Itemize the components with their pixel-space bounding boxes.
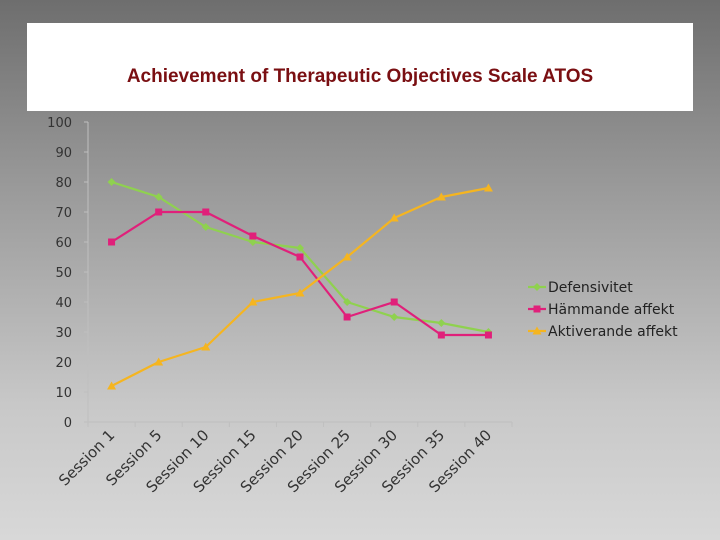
data-point [249, 232, 257, 240]
data-point [390, 298, 398, 306]
y-tick-label: 80 [55, 176, 72, 191]
data-point [343, 313, 351, 321]
data-point [154, 193, 163, 201]
y-tick-label: 0 [64, 416, 72, 431]
data-point [390, 313, 399, 321]
data-point [436, 192, 446, 201]
data-point [296, 253, 304, 261]
data-point [107, 381, 117, 390]
data-point [154, 357, 164, 366]
data-point [201, 223, 210, 231]
y-tick-label: 60 [55, 236, 72, 251]
y-tick-label: 20 [55, 356, 72, 371]
legend-label: Defensivitet [548, 280, 633, 296]
data-point [248, 238, 257, 246]
data-point [155, 208, 163, 216]
series-line [110, 210, 489, 337]
legend: Defensivitet Hämmande affekt Aktiverande a… [528, 280, 678, 340]
y-tick-label: 10 [55, 386, 72, 401]
data-point [108, 238, 116, 246]
data-point [389, 213, 399, 222]
data-point [437, 331, 445, 339]
data-point [295, 288, 305, 297]
legend-item: Aktiverande affekt [528, 324, 678, 340]
data-point [484, 331, 492, 339]
series-layer [107, 178, 493, 390]
legend-item: Defensivitet [528, 280, 633, 296]
data-point [342, 252, 352, 261]
legend-item: Hämmande affekt [528, 302, 675, 318]
title-card: Achievement of Therapeutic Objectives Sc… [27, 23, 693, 111]
y-tick-label: 100 [47, 116, 72, 131]
y-tick-label: 40 [55, 296, 72, 311]
data-point [201, 342, 211, 351]
chart-title: Achievement of Therapeutic Objectives Sc… [126, 66, 594, 87]
data-point [343, 298, 352, 306]
data-point [296, 244, 304, 252]
legend-marker [533, 305, 541, 313]
legend-marker [532, 326, 542, 335]
y-tick-label: 30 [55, 326, 72, 341]
y-tick-label: 50 [55, 266, 72, 281]
data-point [248, 297, 258, 306]
data-point [483, 183, 493, 192]
data-point [202, 208, 210, 216]
legend-label: Hämmande affekt [548, 302, 675, 318]
y-tick-label: 70 [55, 206, 72, 221]
series-line [111, 186, 489, 387]
legend-label: Aktiverande affekt [548, 324, 678, 340]
series-3 [107, 183, 493, 390]
y-tick-label: 90 [55, 146, 72, 161]
data-point [437, 319, 446, 327]
data-point [107, 178, 116, 186]
series-2 [108, 208, 492, 339]
legend-marker [533, 283, 541, 291]
